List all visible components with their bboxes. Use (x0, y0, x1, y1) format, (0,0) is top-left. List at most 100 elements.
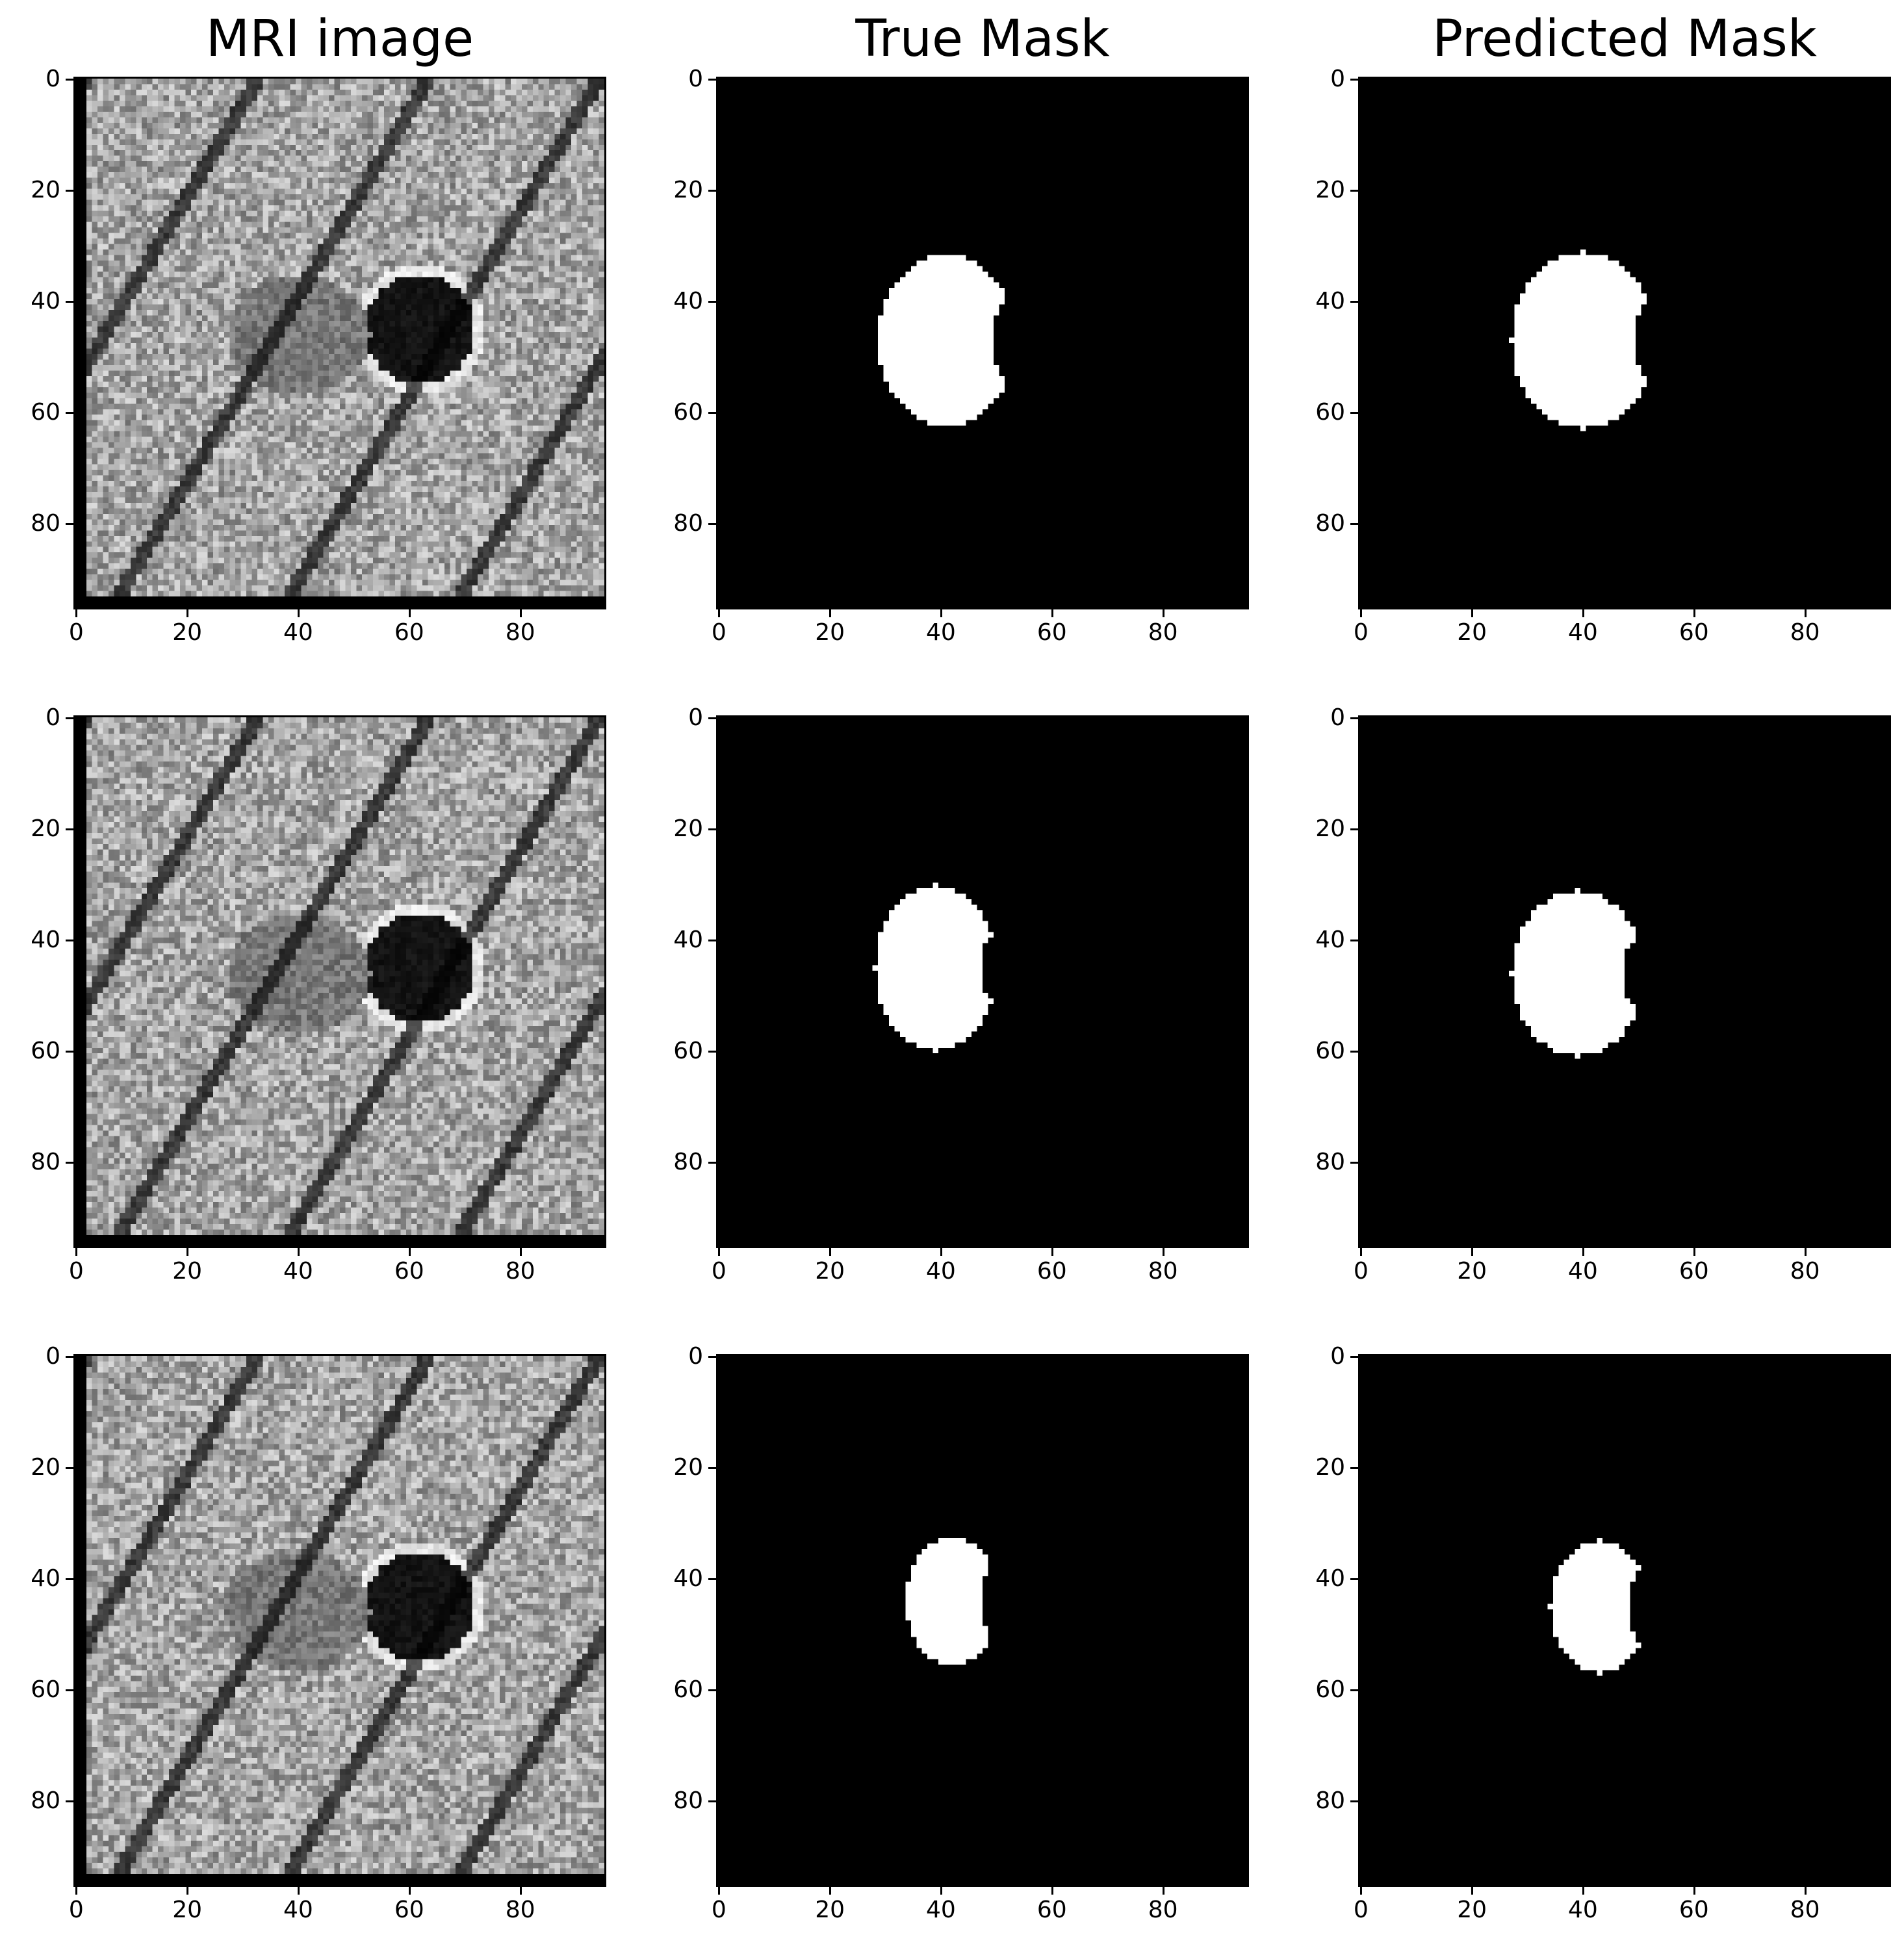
y-tick-mark (1350, 1578, 1358, 1580)
x-tick-mark (408, 1887, 411, 1895)
y-tick-label: 20 (1315, 815, 1345, 843)
y-tick-label: 40 (673, 1565, 703, 1592)
y-tick-mark (66, 1800, 73, 1802)
x-tick-mark (187, 1248, 189, 1256)
x-tick-label: 40 (1568, 1897, 1598, 1923)
x-tick-mark (1051, 609, 1053, 617)
x-tick-mark (75, 1248, 78, 1256)
y-tick-label: 80 (1315, 1148, 1345, 1175)
y-tick-label: 60 (1315, 398, 1345, 426)
x-tick-mark (1693, 609, 1695, 617)
y-tick-label: 80 (673, 1148, 703, 1175)
segmentation-mask-image (718, 1356, 1247, 1885)
y-tick-mark (66, 828, 73, 831)
x-tick-label: 80 (1790, 1258, 1820, 1285)
x-tick-mark (1360, 609, 1363, 617)
y-tick-label: 60 (673, 1676, 703, 1703)
y-tick-label: 0 (45, 704, 60, 732)
x-tick-mark (829, 1248, 832, 1256)
x-tick-mark (1582, 1887, 1584, 1895)
x-tick-mark (718, 1248, 721, 1256)
y-tick-mark (66, 522, 73, 525)
column-title-mri: MRI image (205, 10, 474, 68)
x-tick-label: 20 (1457, 619, 1487, 646)
x-tick-mark (1162, 1248, 1164, 1256)
x-tick-label: 0 (68, 619, 84, 646)
x-tick-mark (75, 609, 78, 617)
y-tick-mark (1350, 411, 1358, 414)
x-tick-mark (75, 1887, 78, 1895)
x-tick-label: 60 (1679, 1897, 1709, 1923)
x-tick-mark (187, 1887, 189, 1895)
mri-scan-image (75, 1356, 604, 1885)
y-tick-mark (1350, 1467, 1358, 1470)
y-tick-mark (708, 1467, 716, 1470)
y-tick-mark (1350, 190, 1358, 192)
y-tick-label: 40 (1315, 1565, 1345, 1592)
x-tick-label: 40 (1568, 619, 1598, 646)
x-tick-mark (718, 609, 721, 617)
x-tick-label: 80 (1148, 619, 1178, 646)
x-tick-mark (297, 1248, 300, 1256)
y-tick-label: 60 (673, 398, 703, 426)
y-tick-label: 20 (673, 177, 703, 204)
mri-image-panel-1 (73, 77, 606, 609)
x-tick-mark (1804, 609, 1807, 617)
x-tick-label: 60 (394, 619, 424, 646)
mri-image-panel-3 (73, 1354, 606, 1887)
true-mask-panel-1 (716, 77, 1249, 609)
x-tick-mark (829, 1887, 832, 1895)
x-tick-label: 80 (505, 1897, 535, 1923)
x-tick-label: 40 (1568, 1258, 1598, 1285)
x-tick-label: 0 (1353, 1258, 1369, 1285)
y-tick-mark (1350, 1161, 1358, 1164)
x-tick-mark (1162, 609, 1164, 617)
x-tick-mark (1051, 1248, 1053, 1256)
y-tick-mark (708, 79, 716, 81)
y-tick-label: 80 (673, 509, 703, 537)
y-tick-mark (708, 1356, 716, 1359)
y-tick-mark (66, 717, 73, 720)
x-tick-label: 60 (394, 1258, 424, 1285)
y-tick-mark (708, 1161, 716, 1164)
y-tick-label: 60 (1315, 1676, 1345, 1703)
column-title-predicted-mask: Predicted Mask (1432, 10, 1817, 68)
y-tick-mark (66, 300, 73, 303)
y-tick-label: 0 (688, 66, 703, 93)
y-tick-label: 20 (673, 815, 703, 843)
x-tick-label: 60 (1036, 619, 1067, 646)
y-tick-mark (1350, 1800, 1358, 1802)
x-tick-mark (519, 1248, 522, 1256)
y-tick-label: 80 (31, 1148, 60, 1175)
y-tick-mark (708, 411, 716, 414)
y-tick-mark (708, 717, 716, 720)
y-tick-mark (708, 1578, 716, 1580)
segmentation-mask-image (1360, 1356, 1889, 1885)
y-tick-mark (66, 1356, 73, 1359)
y-tick-mark (66, 1578, 73, 1580)
x-tick-mark (940, 1248, 942, 1256)
x-tick-mark (940, 1887, 942, 1895)
x-tick-mark (1471, 1887, 1474, 1895)
x-tick-label: 40 (926, 1258, 956, 1285)
y-tick-label: 20 (1315, 177, 1345, 204)
y-tick-mark (66, 1689, 73, 1691)
mri-scan-image (75, 79, 604, 608)
x-tick-label: 0 (711, 1258, 727, 1285)
y-tick-mark (66, 190, 73, 192)
y-tick-label: 80 (1315, 1787, 1345, 1814)
y-tick-label: 40 (673, 287, 703, 314)
y-tick-label: 20 (31, 177, 60, 204)
y-tick-mark (708, 828, 716, 831)
x-tick-mark (1471, 1248, 1474, 1256)
x-tick-label: 20 (815, 1897, 845, 1923)
x-tick-mark (297, 609, 300, 617)
y-tick-mark (708, 190, 716, 192)
x-tick-label: 20 (172, 1897, 202, 1923)
segmentation-mask-image (718, 79, 1247, 608)
y-tick-mark (708, 939, 716, 941)
x-tick-mark (1051, 1887, 1053, 1895)
x-tick-mark (519, 609, 522, 617)
y-tick-label: 60 (31, 1676, 60, 1703)
x-tick-label: 0 (1353, 1897, 1369, 1923)
